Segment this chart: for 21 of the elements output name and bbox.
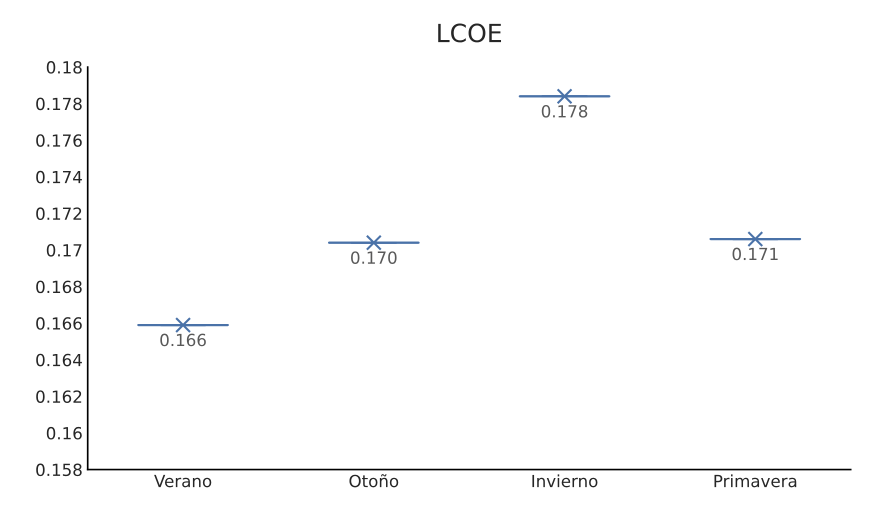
y-tick-label: 0.158 [36,464,82,476]
y-tick-label: 0.166 [36,317,82,330]
y-tick-label: 0.162 [36,390,82,403]
chart-title: LCOE [438,24,502,42]
x-tick-label: Primavera [714,474,796,488]
y-tick-label: 0.17 [46,244,82,257]
y-tick-label: 0.16 [46,426,82,440]
y-tick-label: 0.176 [36,134,82,147]
y-tick-label: 0.168 [36,280,82,294]
annotation: 0.178 [542,104,588,118]
annotation: 0.170 [351,251,397,264]
x-tick-label: Otoño [349,474,398,488]
y-tick-label: 0.18 [46,61,82,74]
annotation: 0.171 [732,248,778,260]
x-tick-label: Invierno [532,474,598,488]
y-tick-label: 0.174 [36,170,82,184]
annotation: 0.166 [160,334,206,346]
y-tick-label: 0.164 [36,354,82,366]
x-tick-label: Verano [154,474,212,488]
y-tick-label: 0.172 [36,207,82,220]
y-tick-label: 0.178 [36,98,82,110]
